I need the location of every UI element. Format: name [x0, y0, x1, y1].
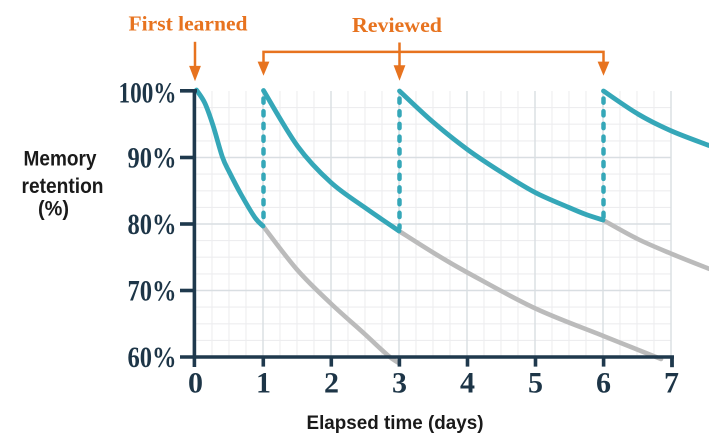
svg-text:0: 0 — [188, 367, 203, 400]
svg-text:60%: 60% — [128, 341, 177, 374]
svg-text:Memory: Memory — [24, 146, 97, 170]
svg-text:3: 3 — [392, 367, 407, 400]
svg-text:100%: 100% — [119, 77, 177, 110]
svg-text:(%): (%) — [38, 197, 69, 221]
svg-text:Elapsed time (days): Elapsed time (days) — [307, 412, 484, 434]
svg-text:1: 1 — [256, 367, 271, 400]
svg-text:80%: 80% — [128, 208, 177, 241]
svg-text:4: 4 — [460, 367, 475, 400]
svg-text:7: 7 — [664, 367, 679, 400]
svg-text:retention: retention — [22, 174, 104, 198]
svg-text:90%: 90% — [128, 141, 177, 174]
svg-text:2: 2 — [324, 367, 339, 400]
svg-text:5: 5 — [528, 367, 543, 400]
svg-text:6: 6 — [596, 367, 611, 400]
svg-text:70%: 70% — [128, 275, 177, 308]
svg-text:Reviewed: Reviewed — [352, 13, 442, 37]
svg-text:First learned: First learned — [129, 12, 248, 36]
